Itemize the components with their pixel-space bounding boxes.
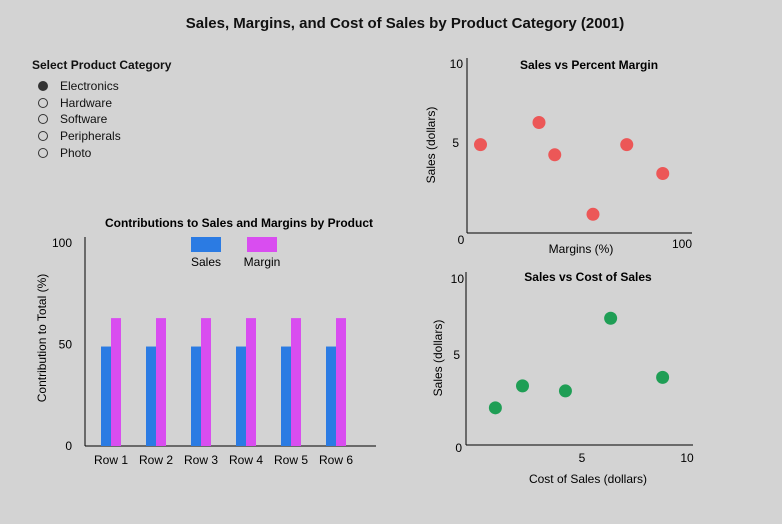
scatter-point	[548, 148, 562, 162]
bar-sales	[101, 346, 111, 446]
radio-option-photo[interactable]: Photo	[38, 144, 121, 161]
radio-label: Peripherals	[60, 129, 121, 144]
bar-sales	[326, 346, 336, 446]
radio-button[interactable]	[38, 97, 48, 108]
y-axis-label: Contribution to Total (%)	[35, 274, 49, 403]
radio-label: Electronics	[60, 79, 119, 94]
scatter-point	[586, 207, 600, 221]
scatter-point	[516, 379, 529, 393]
y-tick-label: 0	[455, 441, 462, 455]
x-tick-label: 100	[672, 237, 692, 251]
y-tick-label: 50	[59, 338, 73, 352]
x-tick-label: Row 5	[274, 453, 308, 467]
y-tick-label: 0	[65, 439, 72, 453]
bar-sales	[236, 346, 246, 446]
bar-margin	[156, 318, 166, 446]
category-radio-group[interactable]: Electronics Hardware Software Peripherals Ph…	[38, 78, 121, 161]
x-tick-label: Row 3	[184, 453, 218, 467]
radio-button[interactable]	[38, 81, 48, 92]
bar-margin	[111, 318, 121, 446]
y-tick-label: 10	[451, 272, 465, 286]
x-tick-label: 0	[458, 233, 465, 247]
scatter-point	[656, 167, 670, 180]
y-tick-label: 10	[450, 57, 464, 71]
scatter-point	[620, 138, 634, 152]
x-tick-label: Row 4	[229, 453, 263, 467]
x-tick-label: 5	[579, 451, 586, 465]
x-axis-label: Margins (%)	[549, 242, 614, 256]
bar-sales	[191, 346, 201, 446]
scatter-point	[604, 311, 618, 325]
scatter-point	[558, 384, 572, 398]
radio-option-hardware[interactable]: Hardware	[38, 95, 121, 112]
radio-option-electronics[interactable]: Electronics	[38, 78, 121, 95]
radio-label: Software	[60, 112, 108, 127]
scatter-point	[656, 370, 670, 384]
radio-button[interactable]	[38, 147, 48, 158]
legend-swatch-sales	[191, 237, 221, 252]
bar-sales	[281, 346, 291, 446]
radio-label: Photo	[60, 145, 92, 160]
scatter-cost-title: Sales vs Cost of Sales	[524, 270, 652, 284]
legend-swatch-margin	[247, 237, 277, 252]
bar-margin	[246, 318, 256, 446]
y-tick-label: 100	[52, 236, 72, 250]
bar-margin	[291, 318, 301, 446]
y-axis-label: Sales (dollars)	[431, 320, 445, 397]
x-axis-label: Cost of Sales (dollars)	[529, 472, 647, 486]
bar-chart-title: Contributions to Sales and Margins by Pr…	[105, 216, 373, 230]
legend-label: Margin	[244, 255, 281, 269]
bar-margin	[201, 318, 211, 446]
x-tick-label: 10	[680, 451, 694, 465]
scatter-margin-title: Sales vs Percent Margin	[520, 58, 658, 72]
radio-button[interactable]	[38, 131, 48, 142]
category-selector-label: Select Product Category	[32, 58, 172, 72]
legend-label: Sales	[191, 255, 221, 269]
y-tick-label: 5	[453, 348, 460, 362]
x-tick-label: Row 6	[319, 453, 353, 467]
x-tick-label: Row 2	[139, 453, 173, 467]
bar-margin	[336, 318, 346, 446]
x-tick-label: Row 1	[94, 453, 128, 467]
radio-label: Hardware	[60, 95, 113, 110]
bar-sales	[146, 346, 156, 446]
scatter-point	[532, 116, 546, 129]
y-tick-label: 5	[452, 136, 459, 150]
radio-button[interactable]	[38, 114, 48, 125]
radio-option-peripherals[interactable]: Peripherals	[38, 128, 121, 145]
y-axis-label: Sales (dollars)	[424, 107, 438, 184]
radio-option-software[interactable]: Software	[38, 111, 121, 128]
scatter-point	[488, 401, 502, 415]
page-title: Sales, Margins, and Cost of Sales by Pro…	[185, 15, 625, 32]
scatter-point	[474, 138, 487, 152]
